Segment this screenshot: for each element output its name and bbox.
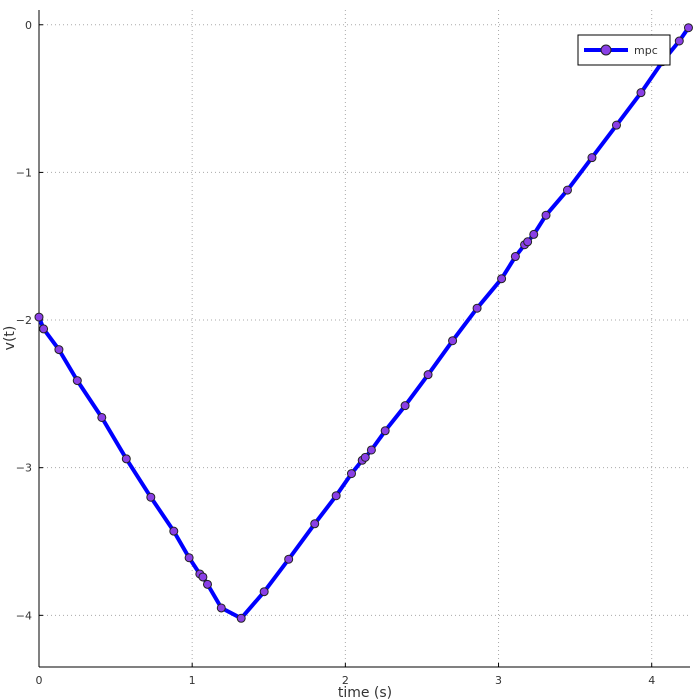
series-line-mpc (37, 25, 691, 621)
data-point-marker (497, 274, 507, 284)
data-point-marker (611, 120, 621, 130)
grid (38, 10, 690, 667)
x-tick-label: 2 (342, 674, 349, 687)
data-point-marker (72, 376, 82, 386)
y-tick-label: −1 (16, 166, 32, 179)
y-axis-label: v(t) (2, 326, 18, 351)
data-point-marker (423, 370, 433, 380)
series-group (37, 25, 691, 621)
data-point-marker (523, 237, 533, 247)
data-point-marker (529, 229, 539, 239)
data-point-marker (541, 210, 551, 220)
y-tick-label: 0 (25, 19, 32, 32)
axes (38, 10, 690, 668)
data-point-marker (562, 185, 572, 195)
data-point-marker (683, 23, 693, 33)
data-point-marker (184, 553, 194, 563)
tick-labels: 0 1 2 3 4 0 −1 −2 −3 −4 (16, 19, 655, 687)
y-tick-label: −4 (16, 609, 32, 622)
legend: mpc (577, 34, 671, 66)
x-tick-label: 4 (648, 674, 655, 687)
data-point-marker (198, 572, 208, 582)
data-point-marker (674, 36, 684, 46)
y-tick-label: −2 (16, 314, 32, 327)
data-point-marker (284, 554, 294, 564)
x-tick-label: 3 (495, 674, 502, 687)
data-point-marker (146, 492, 156, 502)
data-point-marker (259, 587, 269, 597)
legend-label-mpc: mpc (634, 44, 658, 57)
data-point-marker (587, 153, 597, 163)
data-point-marker (366, 445, 376, 455)
data-point-marker (510, 252, 520, 262)
data-point-marker (97, 412, 107, 422)
data-point-marker (310, 519, 320, 529)
data-point-marker (169, 526, 179, 536)
data-point-marker (121, 454, 131, 464)
x-axis-label: time (s) (338, 685, 392, 700)
x-tick-label: 0 (36, 674, 43, 687)
data-point-marker (400, 401, 410, 411)
data-point-marker (236, 613, 246, 623)
legend-marker-sample (600, 44, 612, 56)
markers-group (34, 23, 693, 623)
data-point-marker (202, 579, 212, 589)
data-point-marker (39, 324, 49, 334)
data-point-marker (448, 336, 458, 346)
data-point-marker (472, 303, 482, 313)
x-tick-label: 1 (189, 674, 196, 687)
data-point-marker (636, 88, 646, 98)
y-tick-label: −3 (16, 462, 32, 475)
data-point-marker (216, 603, 226, 613)
data-point-marker (360, 452, 370, 462)
data-point-marker (331, 491, 341, 501)
data-point-marker (380, 426, 390, 436)
data-point-marker (34, 312, 44, 322)
data-point-marker (346, 469, 356, 479)
data-point-marker (54, 345, 64, 355)
